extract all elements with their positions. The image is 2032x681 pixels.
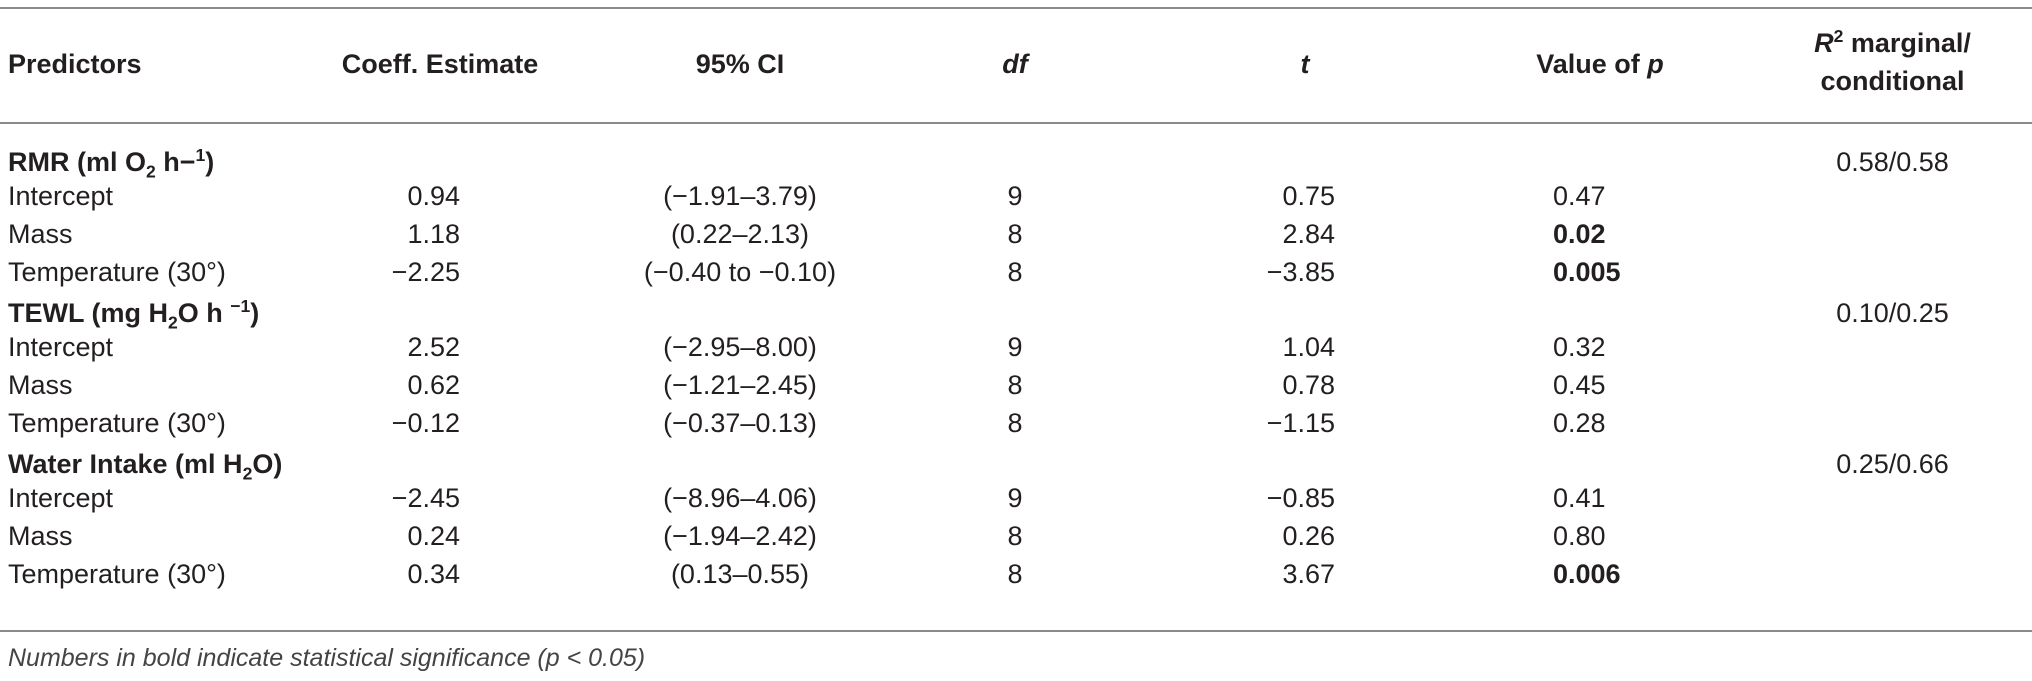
row-predictor: Mass — [8, 370, 73, 400]
row-df: 8 — [1007, 219, 1023, 249]
row-p-value: 0.02 — [1553, 219, 1606, 249]
header-value-of-p-prefix: Value of — [1536, 49, 1648, 79]
table-top-rule — [0, 7, 2032, 9]
footnote-p: p — [545, 644, 560, 672]
row-predictor: Intercept — [8, 483, 114, 513]
row-ci: (−8.96–4.06) — [663, 483, 817, 513]
row-p-value: 0.47 — [1553, 181, 1606, 211]
row-t: 3.67 — [1282, 559, 1335, 589]
row-p-value: 0.41 — [1553, 483, 1606, 513]
row-t: 0.26 — [1282, 521, 1335, 551]
r2-value: 0.58/0.58 — [1836, 147, 1949, 177]
header-r2: R2 marginal/conditional — [1760, 24, 2025, 100]
row-ci: (0.22–2.13) — [670, 219, 810, 249]
row-df: 9 — [1007, 181, 1023, 211]
row-coeff: −2.25 — [391, 257, 460, 287]
r2-value: 0.10/0.25 — [1836, 298, 1949, 328]
section-title-part: h− — [155, 147, 196, 177]
row-coeff: 0.62 — [407, 370, 460, 400]
row-df: 8 — [1007, 521, 1023, 551]
row-t: −3.85 — [1266, 257, 1335, 287]
table-footnote: Numbers in bold indicate statistical sig… — [8, 644, 645, 673]
row-t: 0.75 — [1282, 181, 1335, 211]
header-t: t — [1300, 49, 1310, 79]
header-95-ci: 95% CI — [695, 49, 785, 79]
header-r2-line1: marginal/ — [1843, 28, 1971, 58]
row-predictor: Temperature (30°) — [8, 408, 226, 438]
row-p-value: 0.005 — [1553, 257, 1621, 287]
header-r2-line2: conditional — [1820, 66, 1965, 96]
footnote-suffix: < 0.05) — [559, 644, 646, 672]
row-coeff: 0.34 — [407, 559, 460, 589]
section-title-part: ) — [250, 298, 260, 328]
header-value-of-p: Value of p — [1480, 44, 1720, 84]
header-bottom-rule — [0, 122, 2032, 124]
row-ci: (−1.94–2.42) — [663, 521, 817, 551]
section-title-part: O h — [177, 298, 231, 328]
section-title-part: ) — [205, 147, 215, 177]
section-title: TEWL (mg H2O h −1) — [8, 296, 260, 333]
row-coeff: 0.24 — [407, 521, 460, 551]
section-title: RMR (ml O2 h−1) — [8, 145, 215, 182]
footnote-prefix: Numbers in bold indicate statistical sig… — [8, 644, 546, 672]
r2-value: 0.25/0.66 — [1836, 449, 1949, 479]
row-ci: (0.13–0.55) — [670, 559, 810, 589]
row-coeff: 1.18 — [407, 219, 460, 249]
row-ci: (−2.95–8.00) — [663, 332, 817, 362]
row-predictor: Temperature (30°) — [8, 559, 226, 589]
row-df: 8 — [1007, 559, 1023, 589]
section-title-part: 1 — [195, 145, 206, 165]
header-r2-var: R — [1814, 28, 1834, 58]
header-df: df — [1002, 49, 1028, 79]
section-title-part: 2 — [146, 161, 156, 182]
row-df: 8 — [1007, 257, 1023, 287]
section-title-part: TEWL (mg H — [8, 298, 168, 328]
row-p-value: 0.006 — [1553, 559, 1621, 589]
table-bottom-rule — [0, 630, 2032, 632]
row-df: 8 — [1007, 408, 1023, 438]
row-df: 9 — [1007, 332, 1023, 362]
row-predictor: Mass — [8, 521, 73, 551]
row-ci: (−0.37–0.13) — [663, 408, 817, 438]
row-p-value: 0.80 — [1553, 521, 1606, 551]
row-coeff: 2.52 — [407, 332, 460, 362]
header-value-of-p-var: p — [1647, 49, 1664, 79]
row-coeff: −2.45 — [391, 483, 460, 513]
section-title-part: 2 — [167, 312, 178, 333]
row-ci: (−0.40 to −0.10) — [643, 257, 837, 287]
row-coeff: −0.12 — [391, 408, 460, 438]
row-t: 2.84 — [1282, 219, 1335, 249]
section-title-part: 2 — [242, 463, 253, 484]
row-coeff: 0.94 — [407, 181, 460, 211]
header-r2-sup: 2 — [1833, 26, 1844, 46]
row-t: −1.15 — [1266, 408, 1335, 438]
row-t: 1.04 — [1282, 332, 1335, 362]
section-title: Water Intake (ml H2O) — [8, 448, 283, 484]
row-t: −0.85 — [1266, 483, 1335, 513]
row-ci: (−1.91–3.79) — [663, 181, 817, 211]
row-df: 8 — [1007, 370, 1023, 400]
header-coeff-estimate: Coeff. Estimate — [341, 49, 539, 79]
section-title-part: −1 — [230, 296, 251, 316]
row-df: 9 — [1007, 483, 1023, 513]
row-p-value: 0.28 — [1553, 408, 1606, 438]
section-title-part: O) — [252, 449, 283, 479]
row-p-value: 0.32 — [1553, 332, 1606, 362]
row-ci: (−1.21–2.45) — [663, 370, 817, 400]
row-predictor: Intercept — [8, 181, 114, 211]
row-t: 0.78 — [1282, 370, 1335, 400]
section-title-part: Water Intake (ml H — [8, 449, 243, 479]
header-predictors: Predictors — [8, 49, 142, 79]
row-predictor: Mass — [8, 219, 73, 249]
section-title-part: RMR (ml O — [8, 147, 146, 177]
row-predictor: Temperature (30°) — [8, 257, 226, 287]
row-predictor: Intercept — [8, 332, 114, 362]
row-p-value: 0.45 — [1553, 370, 1606, 400]
